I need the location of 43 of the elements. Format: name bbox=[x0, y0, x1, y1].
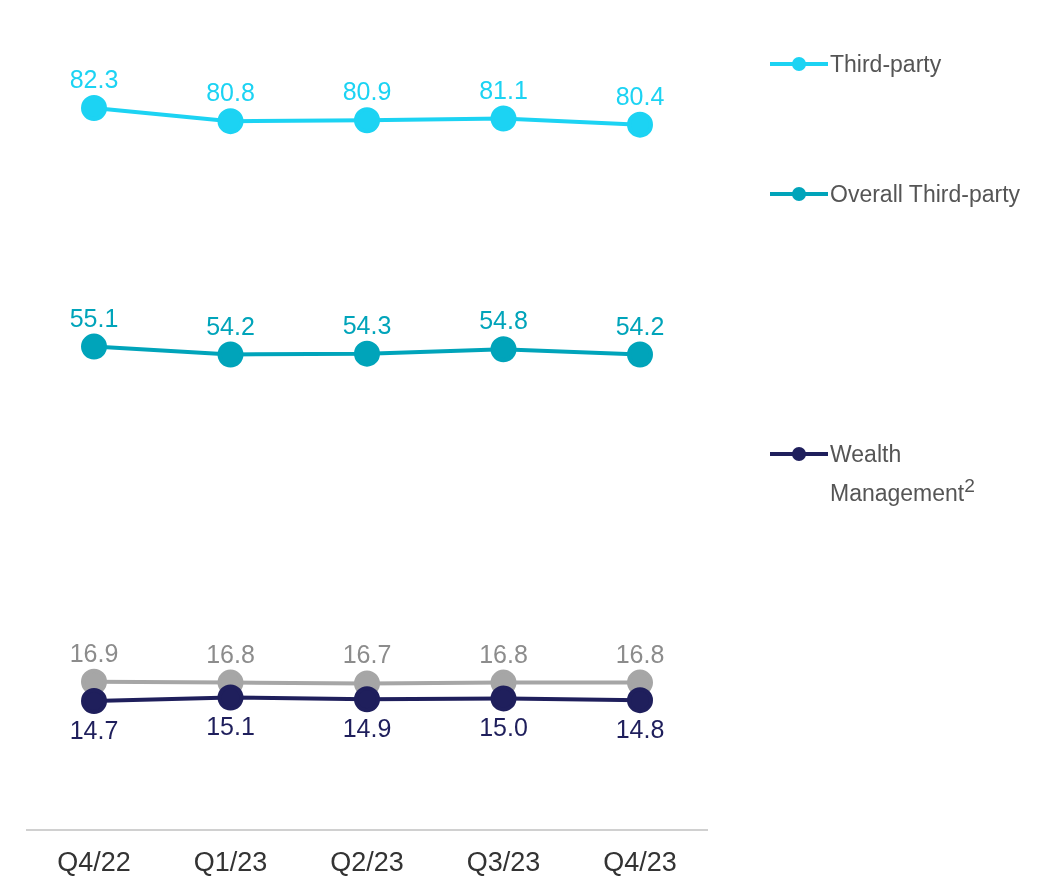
data-label: 81.1 bbox=[479, 75, 528, 104]
data-label: 14.7 bbox=[69, 715, 119, 744]
point bbox=[627, 687, 653, 714]
data-label: 54.3 bbox=[342, 310, 392, 339]
point bbox=[627, 111, 653, 138]
data-label: 15.0 bbox=[479, 713, 528, 742]
legend-label: Third-party bbox=[830, 50, 942, 79]
legend-label: Wealth Management$^{2}$ bbox=[830, 440, 976, 508]
data-label: 14.8 bbox=[615, 714, 665, 743]
data-label: 54.8 bbox=[479, 306, 528, 335]
point bbox=[490, 105, 517, 132]
point bbox=[81, 688, 107, 715]
data-label: 16.7 bbox=[342, 640, 392, 669]
data-label: 15.1 bbox=[206, 712, 255, 741]
data-label: 54.2 bbox=[206, 311, 255, 340]
data-label: 80.9 bbox=[342, 77, 392, 106]
point bbox=[217, 684, 244, 711]
data-label: 16.8 bbox=[479, 639, 528, 668]
data-label: 82.3 bbox=[69, 65, 119, 93]
data-label: 16.9 bbox=[69, 638, 119, 667]
point bbox=[81, 95, 107, 121]
point bbox=[354, 686, 380, 713]
legend-label: Overall Third-party bbox=[830, 180, 1021, 209]
data-label: 14.9 bbox=[342, 714, 392, 743]
point bbox=[490, 685, 517, 712]
data-label: 80.4 bbox=[615, 81, 665, 110]
x-tick-label: Q3/23 bbox=[466, 847, 541, 878]
data-label: 80.8 bbox=[206, 78, 255, 107]
point bbox=[354, 107, 380, 134]
data-label: 16.8 bbox=[206, 639, 255, 668]
x-tick-label: Q2/23 bbox=[330, 847, 404, 878]
point bbox=[354, 340, 380, 367]
point bbox=[490, 336, 517, 363]
data-label: 55.1 bbox=[69, 303, 119, 332]
point bbox=[81, 333, 107, 360]
point bbox=[217, 341, 244, 368]
point bbox=[627, 341, 653, 368]
x-tick-label: Q4/22 bbox=[57, 847, 131, 878]
data-label: 16.8 bbox=[615, 639, 665, 668]
x-tick-label: Q1/23 bbox=[193, 847, 268, 878]
point bbox=[217, 108, 244, 135]
x-tick-label: Q4/23 bbox=[603, 847, 677, 878]
data-label: 54.2 bbox=[615, 311, 665, 340]
